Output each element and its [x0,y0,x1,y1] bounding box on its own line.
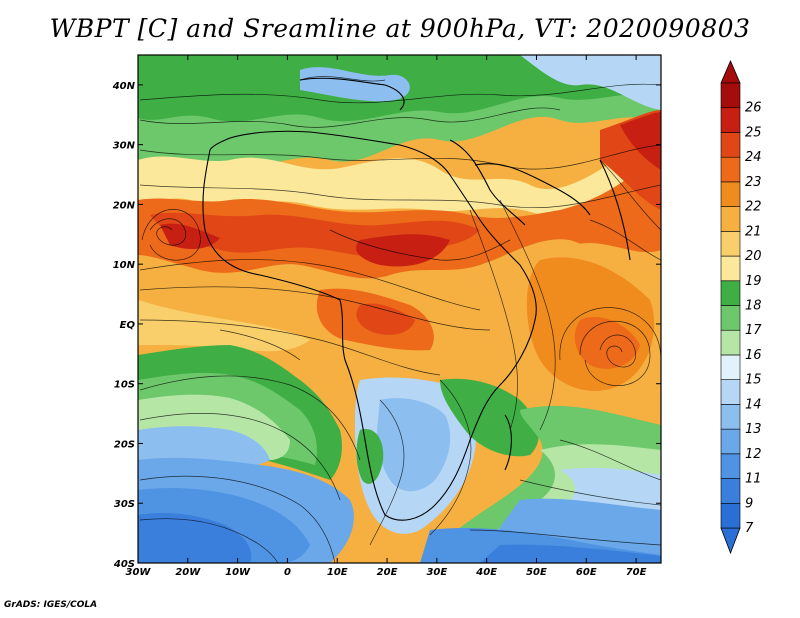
colorbar-label: 13 [745,422,762,437]
colorbar-label: 22 [745,200,762,215]
colorbar-swatch [720,379,741,405]
lon-tick-label: 0 [284,567,291,578]
lon-tick-label: 30E [426,567,447,578]
lat-tick-label: EQ [120,320,136,331]
lat-tick-label: 20N [113,200,136,211]
colorbar-swatch [720,206,741,232]
lon-tick-label: 20E [377,567,398,578]
colorbar-label: 26 [745,101,762,116]
colorbar-label: 19 [745,274,762,289]
lon-tick-label: 70E [626,567,647,578]
credit-text: GrADS: IGES/COLA [4,600,98,610]
colorbar-swatch [720,280,741,306]
lon-tick-label: 30W [126,567,152,578]
lon-tick-label: 20W [175,567,201,578]
colorbar-swatch [720,82,741,109]
colorbar-label: 11 [745,472,762,487]
lat-tick-label: 40S [113,559,135,570]
colorbar-label: 25 [745,125,762,140]
colorbar-min-arrow [720,527,741,555]
colorbar-label: 7 [745,521,754,536]
colorbar-label: 21 [745,224,762,239]
colorbar-label: 23 [745,175,762,190]
colorbar-swatch [720,231,741,257]
lon-tick-label: 60E [576,567,597,578]
lat-tick-label: 10S [114,380,135,391]
colorbar-label: 17 [745,323,762,338]
lat-tick-label: 10N [113,260,136,271]
wbpt-field [138,55,661,563]
colorbar-label: 16 [745,348,762,363]
colorbar-swatch [720,428,741,455]
lon-tick-label: 40E [475,567,497,578]
lat-tick-label: 20S [114,439,135,450]
colorbar-label: 9 [745,496,753,511]
colorbar-label: 15 [745,373,762,388]
chart-title: WBPT [C] and Sreamline at 900hPa, VT: 20… [49,14,751,43]
colorbar-label: 18 [745,299,762,314]
lon-tick-label: 50E [526,567,547,578]
colorbar-swatch [720,329,741,356]
colorbar-max-arrow [720,59,741,84]
colorbar-label: 14 [745,397,762,412]
colorbar-label: 20 [745,249,762,264]
colorbar-swatch [720,255,741,282]
lon-tick-label: 10E [327,567,348,578]
colorbar-swatch [720,453,741,479]
map-axes: 30W 20W 10W 0 10E 20E 30E 40E 50E 60E 70E 40N 30N 20N… [112,55,661,578]
colorbar-swatch [720,156,741,183]
colorbar-swatch [720,107,741,133]
colorbar-swatch [720,181,741,207]
lat-tick-label: 30N [113,141,136,152]
colorbar-swatch [720,502,741,529]
colorbar-label: 24 [745,150,762,165]
colorbar-swatch [720,478,741,504]
map-frame [137,54,662,564]
colorbar-label: 12 [745,447,762,462]
colorbar: 7 9 11 12 13 14 15 16 17 18 19 20 21 22 23 24 25 26 [720,59,762,555]
colorbar-swatch [720,132,741,158]
lat-tick-label: 30S [114,499,135,510]
colorbar-swatch [720,404,741,430]
colorbar-swatch [720,354,741,380]
colorbar-swatch [720,305,741,331]
lon-tick-label: 10W [225,567,251,578]
coastlines [202,77,631,521]
lat-tick-label: 40N [112,81,136,92]
